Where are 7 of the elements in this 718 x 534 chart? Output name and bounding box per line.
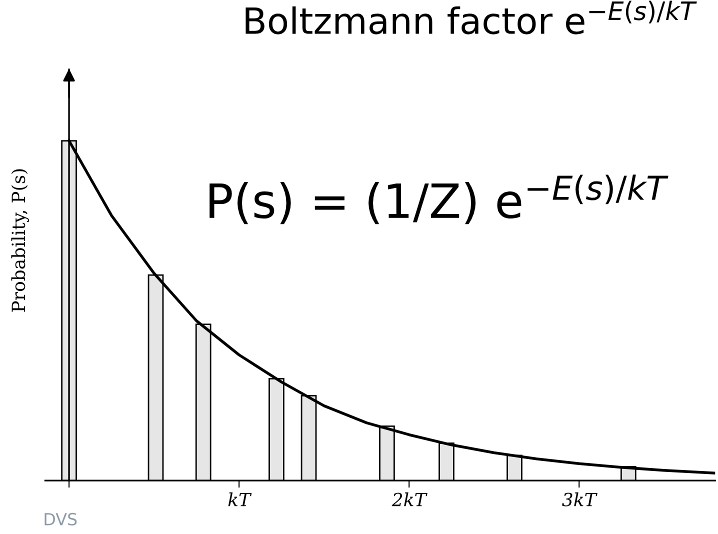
x-tick-label: kT	[228, 492, 252, 506]
text: DVS	[44, 512, 77, 526]
annotation: P(s) = (1/Z) e$^{−E(s)/kT}$	[210, 174, 668, 224]
text: Boltzmann factor e$^{−E(s)/kT}$	[246, 0, 697, 34]
y-axis-title: Probability, P(s)	[11, 169, 29, 312]
x-tick-label: 3kT	[562, 492, 598, 506]
x-tick-label: 2kT	[392, 492, 428, 506]
